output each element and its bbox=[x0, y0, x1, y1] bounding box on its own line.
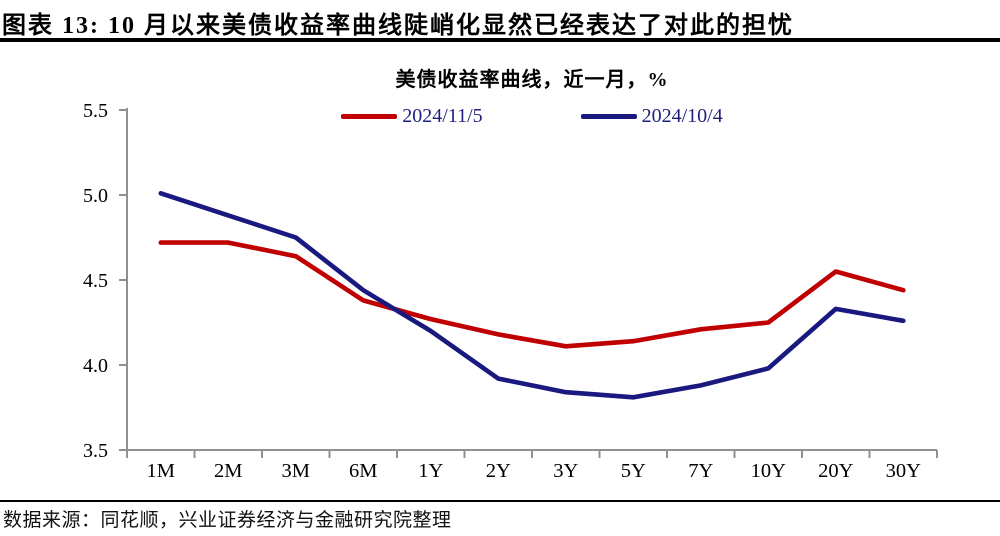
source-divider bbox=[0, 500, 1000, 502]
y-tick-label: 5.0 bbox=[83, 185, 108, 207]
x-tick-label: 1M bbox=[147, 460, 175, 482]
x-tick-label: 7Y bbox=[688, 460, 713, 482]
caption-underline bbox=[0, 38, 1000, 42]
x-tick-label: 3Y bbox=[553, 460, 578, 482]
y-tick-label: 4.5 bbox=[83, 270, 108, 292]
x-tick-label: 1Y bbox=[418, 460, 443, 482]
legend-item-2024-11-5: 2024/11/5 bbox=[341, 105, 483, 128]
series-line-2024-11-5 bbox=[158, 240, 906, 349]
figure-caption-title: 图表 13: 10 月以来美债收益率曲线陡峭化显然已经表达了对此的担忧 bbox=[2, 13, 794, 39]
legend-item-2024-10-4: 2024/10/4 bbox=[580, 105, 723, 128]
y-tick-label: 4.0 bbox=[83, 355, 108, 377]
legend-line-swatch-navy bbox=[580, 114, 637, 119]
x-tick-label: 20Y bbox=[818, 460, 854, 482]
chart-title: 美债收益率曲线，近一月，% bbox=[395, 69, 669, 91]
legend-line-swatch-red bbox=[341, 114, 398, 119]
legend-label: 2024/10/4 bbox=[641, 105, 723, 127]
x-tick-label: 30Y bbox=[886, 460, 922, 482]
data-source-note: 数据来源：同花顺，兴业证券经济与金融研究院整理 bbox=[3, 510, 452, 531]
y-tick-label: 5.5 bbox=[83, 100, 108, 122]
chart-legend: 2024/11/5 2024/10/4 bbox=[32, 105, 1000, 128]
x-tick-label: 10Y bbox=[751, 460, 787, 482]
x-tick-label: 3M bbox=[282, 460, 310, 482]
x-tick-label: 2Y bbox=[486, 460, 511, 482]
x-tick-label: 2M bbox=[214, 460, 242, 482]
x-tick-label: 6M bbox=[349, 460, 377, 482]
series-line-2024-10-4 bbox=[158, 191, 906, 400]
legend-label: 2024/11/5 bbox=[402, 105, 483, 127]
x-tick-label: 5Y bbox=[621, 460, 646, 482]
y-tick-label: 3.5 bbox=[83, 440, 108, 462]
yield-curve-plot: 3.5 4.0 4.5 5.0 5.5 1M 2M 3M 6M 1Y 2Y 3Y 5Y 7Y 10Y 20Y 3… bbox=[83, 100, 938, 482]
